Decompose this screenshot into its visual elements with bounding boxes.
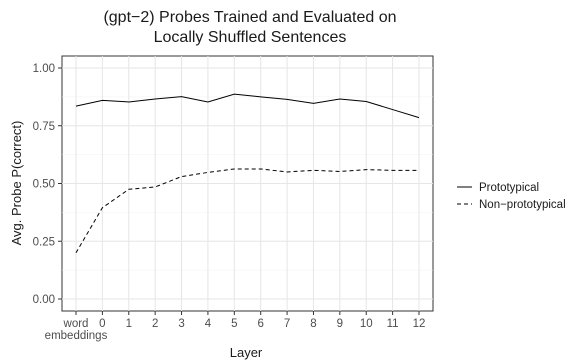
legend-label: Non−prototypical	[479, 199, 566, 211]
x-tick-label: 11	[387, 318, 399, 330]
x-tick-label: 9	[337, 318, 343, 330]
y-tick-label: 0.75	[33, 121, 55, 133]
x-tick-label: word	[63, 318, 89, 330]
x-tick-label: 1	[126, 318, 132, 330]
y-tick-label: 1.00	[33, 63, 55, 75]
x-tick-label: 4	[205, 318, 212, 330]
y-axis-title: Avg. Probe P(correct)	[9, 121, 24, 246]
x-axis-title: Layer	[230, 345, 263, 360]
legend: Prototypical Non−prototypical	[457, 182, 566, 211]
grid-lines	[62, 56, 433, 311]
x-tick-label: 2	[152, 318, 158, 330]
x-tick-label: 7	[284, 318, 290, 330]
x-tick-label: 6	[257, 318, 263, 330]
x-tick-label: embeddings	[45, 330, 108, 342]
y-tick-label: 0.25	[33, 236, 55, 248]
x-tick-label: 5	[231, 318, 237, 330]
series-line	[75, 168, 419, 254]
x-tick-label: 12	[413, 318, 426, 330]
x-tick-label: 10	[360, 318, 373, 330]
y-axis-ticks: 0.00 0.25 0.50 0.75 1.00	[33, 63, 62, 306]
x-tick-label: 8	[310, 318, 316, 330]
y-tick-label: 0.50	[33, 179, 55, 191]
chart-title-line-1: (gpt−2) Probes Trained and Evaluated on	[103, 9, 396, 26]
y-tick-label: 0.00	[33, 294, 55, 306]
chart-title-line-2: Locally Shuffled Sentences	[154, 29, 347, 46]
series-line	[75, 93, 420, 119]
series-lines	[75, 93, 420, 254]
x-tick-label: 0	[99, 318, 105, 330]
legend-label: Prototypical	[479, 182, 539, 194]
x-tick-label: 3	[178, 318, 184, 330]
